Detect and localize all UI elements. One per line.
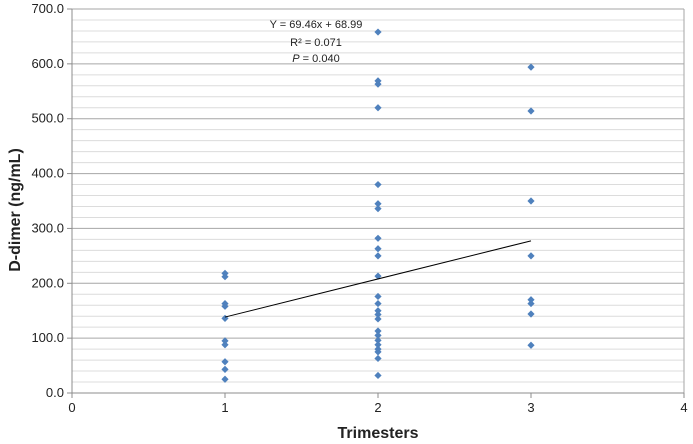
data-point [374,252,382,260]
data-point [374,354,382,363]
data-point [527,296,535,304]
data-point [221,341,229,349]
data-point [527,252,535,260]
y-tick-label: 100.0 [31,330,64,345]
data-point [374,272,382,280]
y-tick-label: 500.0 [31,111,64,126]
data-point [221,302,229,310]
data-point [374,292,382,301]
data-point [221,365,229,374]
y-tick-label: 0.0 [46,385,64,400]
data-point [374,327,382,335]
data-point [221,358,229,366]
data-point [374,104,382,112]
x-tick-label: 2 [374,400,381,415]
x-tick-label: 4 [680,400,687,415]
data-point [527,341,535,349]
data-point [374,310,382,319]
annotation-p-value: P = 0.040 [292,53,339,65]
y-tick-label: 600.0 [31,56,64,71]
data-point [374,341,382,349]
data-point [374,80,382,88]
data-point [374,28,382,36]
y-axis-title: D-dimer (ng/mL) [7,148,24,272]
data-point [374,205,382,213]
data-point [527,63,535,71]
data-point [374,180,382,189]
data-point [527,310,535,318]
data-point [374,200,382,208]
data-point [527,197,535,205]
y-tick-label: 300.0 [31,220,64,235]
data-point [374,315,382,323]
x-tick-label: 3 [527,400,534,415]
data-point [374,371,382,380]
data-point [374,234,382,242]
annotation-r-squared: R² = 0.071 [290,37,342,49]
data-point [221,375,229,383]
data-point [221,337,229,345]
data-point [374,245,382,253]
data-point [374,336,382,344]
data-point [374,331,382,339]
annotation-equation: Y = 69.46x + 68.99 [270,19,363,31]
data-point [527,299,535,308]
data-point [374,299,382,308]
y-tick-label: 700.0 [31,1,64,16]
annotation-p-label: P [292,53,300,65]
x-tick-label: 1 [221,400,228,415]
y-tick-label: 200.0 [31,275,64,290]
annotation-p-number: = 0.040 [300,53,340,65]
x-axis-title: Trimesters [338,425,419,442]
data-points [221,28,535,383]
y-axis-ticks: 0.0 100.0 200.0 300.0 400.0 500.0 600.0 700.0 [31,1,72,400]
trendline [224,240,532,318]
x-tick-label: 0 [68,400,75,415]
data-point [374,348,382,356]
y-tick-label: 400.0 [31,166,64,181]
data-point [527,107,535,115]
data-point [221,273,229,281]
x-axis-ticks: 0 1 2 3 4 [68,393,688,415]
data-point [374,307,382,315]
